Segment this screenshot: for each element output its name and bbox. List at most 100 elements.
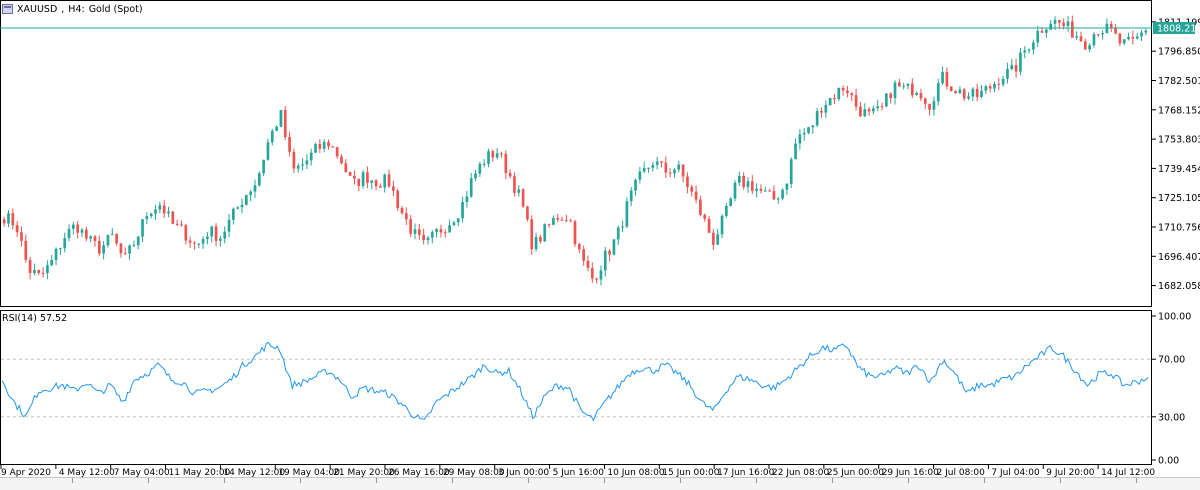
candle-body — [478, 164, 482, 174]
candle-body — [820, 110, 823, 113]
candle-body — [664, 162, 668, 173]
candle-body — [768, 190, 771, 192]
candle-body — [872, 108, 875, 112]
candle-body — [595, 278, 598, 280]
candle-body — [396, 190, 400, 208]
candle-body — [171, 211, 175, 224]
price-axis[interactable]: 1811.1991796.8501782.5011768.1521753.803… — [1152, 17, 1200, 292]
candle-body — [543, 224, 547, 242]
timeframe-label: H4: — [68, 3, 85, 15]
candle-body — [50, 259, 54, 266]
candle-body — [850, 93, 854, 96]
price-tick-label: 1739.454 — [1158, 164, 1200, 175]
candle-body — [833, 97, 836, 100]
candle-body — [2, 219, 6, 224]
candle-body — [72, 224, 75, 229]
candle-body — [266, 142, 270, 160]
candle-body — [1140, 32, 1143, 37]
candle-body — [1058, 19, 1061, 23]
candle-body — [11, 213, 15, 226]
candle-body — [15, 225, 19, 233]
candle-body — [789, 159, 793, 184]
candle-body — [919, 92, 923, 99]
candle-body — [318, 143, 322, 149]
rsi-tick-label: 100.00 — [1158, 312, 1191, 323]
candle-body — [175, 223, 179, 225]
candle-body — [1014, 65, 1018, 72]
candle-body — [668, 172, 672, 174]
candle-body — [608, 250, 611, 255]
candle-body — [89, 236, 92, 239]
candle-body — [1027, 49, 1031, 51]
candle-body — [430, 232, 434, 238]
rsi-line — [1, 341, 1149, 422]
candle-body — [37, 270, 41, 273]
candle-body — [465, 196, 469, 203]
candle-body — [1088, 45, 1091, 50]
candle-body — [417, 229, 421, 235]
candle-body — [552, 217, 555, 225]
price-tick-label: 1725.105 — [1158, 193, 1200, 204]
candle-body — [392, 186, 395, 191]
candle-body — [776, 198, 780, 200]
candle-body — [435, 229, 438, 233]
rsi-tick-label: 0.00 — [1158, 456, 1179, 467]
candle-body — [41, 272, 45, 274]
candle-body — [651, 165, 655, 168]
candle-body — [807, 127, 810, 134]
scroll-tick — [72, 478, 73, 483]
candle-body — [590, 267, 594, 279]
candle-body — [409, 219, 413, 234]
rsi-axis[interactable]: 100.00 70.00 30.00 0.00 — [1152, 312, 1191, 467]
candle-body — [353, 175, 356, 179]
candle-body — [729, 198, 733, 206]
candle-body — [491, 151, 495, 158]
candle-body — [197, 243, 201, 245]
candle-body — [1040, 30, 1044, 33]
candle-body — [599, 270, 603, 280]
candle-body — [980, 90, 983, 97]
chart-scrollbar[interactable] — [0, 477, 1200, 490]
candle-body — [781, 189, 784, 199]
candle-body — [954, 90, 957, 94]
candle-body — [1127, 37, 1130, 40]
chart-canvas[interactable]: 1811.1991796.8501782.5011768.1521753.803… — [0, 0, 1200, 477]
candle-body — [180, 224, 183, 226]
time-tick-label: 10 Jun 08:00 — [607, 468, 664, 477]
candle-body — [145, 216, 149, 220]
candle-body — [426, 237, 430, 240]
candle-body — [971, 88, 975, 97]
current-price-badge: 1808.210 — [1153, 21, 1200, 34]
candle-body — [945, 71, 949, 87]
candle-body — [456, 218, 460, 223]
candle-body — [638, 171, 642, 180]
candle-body — [214, 226, 218, 241]
chart-window-icon[interactable] — [2, 4, 13, 14]
price-pane-frame — [0, 0, 1152, 307]
candle-body — [262, 159, 265, 174]
candle-body — [681, 164, 685, 177]
candle-body — [621, 226, 624, 228]
candle-body — [703, 214, 707, 219]
scroll-tick — [604, 478, 605, 483]
candle-body — [1101, 33, 1104, 35]
candle-body — [331, 146, 335, 148]
candle-body — [854, 95, 858, 107]
candle-body — [400, 207, 404, 214]
candle-body — [647, 167, 650, 169]
candle-body — [508, 173, 512, 177]
candle-body — [686, 176, 689, 187]
candle-body — [629, 190, 633, 202]
candle-body — [885, 93, 888, 107]
time-tick-label: 25 Jun 00:00 — [827, 468, 884, 477]
candle-body — [993, 83, 996, 89]
candle-body — [889, 93, 893, 99]
candle-body — [167, 211, 170, 214]
candle-body — [902, 85, 906, 87]
candle-body — [876, 106, 880, 109]
scroll-tick — [1136, 478, 1137, 483]
candle-body — [288, 137, 291, 152]
scroll-tick — [452, 478, 453, 483]
